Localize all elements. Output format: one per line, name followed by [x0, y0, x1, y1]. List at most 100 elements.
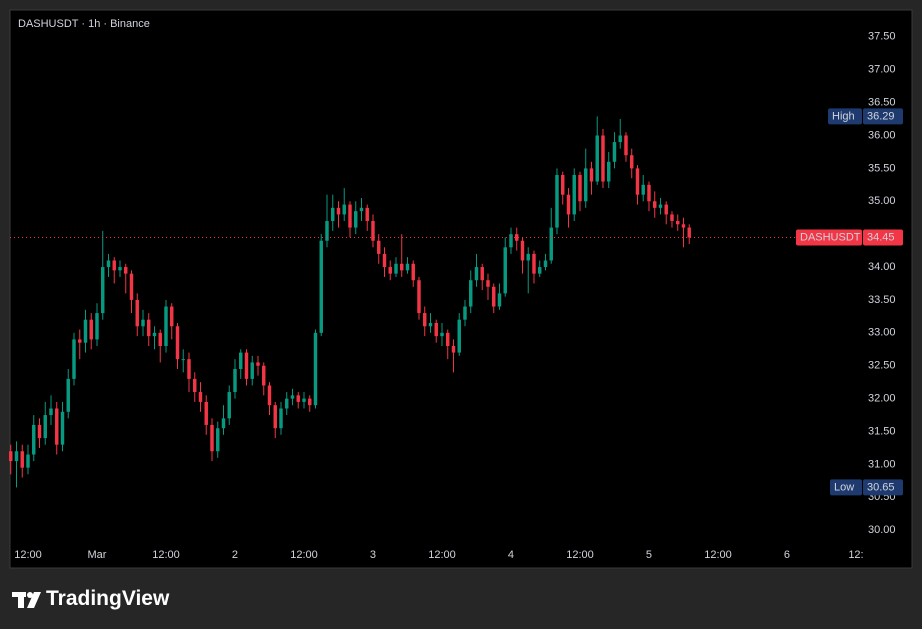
candle-body [20, 451, 24, 468]
y-tick-label: 31.00 [868, 458, 896, 470]
candle-body [641, 184, 645, 195]
candle-body [101, 267, 105, 314]
candle-body [578, 174, 582, 202]
candle-body [170, 306, 174, 327]
candle-body [359, 207, 364, 212]
brand-name: TradingView [46, 587, 170, 610]
y-tick-label: 33.50 [868, 294, 896, 306]
candle-body [198, 392, 203, 402]
candle-body [497, 293, 502, 307]
candle-body [612, 142, 617, 162]
candle-body [658, 204, 663, 208]
candle-body [95, 313, 99, 340]
candle-body [543, 260, 548, 268]
x-tick-label: 12:00 [566, 549, 594, 561]
candle-body [26, 454, 30, 468]
candle-body [601, 135, 605, 182]
x-tick-label: 12:00 [704, 549, 732, 561]
candle-body [515, 234, 519, 241]
candle-body [141, 319, 145, 327]
candle-body [262, 365, 266, 386]
candle-body [279, 408, 283, 429]
marker-value-box [863, 108, 903, 125]
y-tick-label: 34.00 [868, 261, 896, 273]
candle-body [302, 398, 306, 402]
y-tick-label: 35.50 [868, 162, 896, 174]
candle-body [480, 267, 484, 281]
candle-body [164, 306, 168, 346]
chart-area [9, 9, 913, 569]
candle-body [457, 319, 461, 353]
marker-value: 36.29 [867, 110, 895, 122]
candle-body [377, 240, 381, 254]
candle-body [227, 392, 231, 419]
y-tick-label: 36.50 [868, 97, 896, 109]
candle-body [687, 227, 691, 238]
candle-body [469, 280, 473, 307]
candle-body [319, 240, 323, 333]
y-tick-label: 37.00 [868, 64, 896, 76]
candle-body [595, 135, 599, 182]
marker-tag-label: DASHUSDT [800, 231, 861, 243]
candle-body [561, 174, 565, 195]
y-tick-label: 36.00 [868, 129, 896, 141]
candle-body [325, 221, 329, 241]
candle-body [250, 362, 254, 379]
candle-body [618, 135, 622, 143]
candle-body [32, 424, 36, 455]
candle-body [428, 322, 433, 327]
candle-body [308, 398, 312, 406]
brand-logo [12, 592, 41, 608]
candle-body [342, 204, 346, 215]
candle-body [158, 332, 162, 346]
x-tick-label: 12:00 [290, 549, 318, 561]
candle-body [296, 395, 300, 402]
candle-body [181, 359, 185, 361]
candle-body [526, 253, 530, 261]
candle-body [492, 286, 496, 307]
candle-body [175, 326, 180, 360]
candle-body [290, 395, 295, 399]
candle-body [653, 201, 657, 208]
candle-body [584, 168, 588, 202]
candle-body [474, 267, 479, 281]
candle-body [348, 204, 352, 228]
candle-body [417, 280, 421, 314]
candle-body [210, 424, 214, 452]
candle-body [423, 313, 427, 327]
candle-body [244, 352, 249, 379]
candle-body [566, 194, 571, 215]
candle-body [664, 204, 668, 215]
candle-body [670, 214, 674, 222]
candle-body [635, 168, 640, 195]
marker-tag [796, 229, 862, 246]
candle-body [503, 247, 507, 294]
y-tick-label: 35.00 [868, 195, 896, 207]
candle-body [446, 332, 450, 346]
candle-body [388, 267, 392, 274]
marker-value: 34.45 [867, 231, 895, 243]
marker-tag-label: High [832, 110, 855, 122]
candle-body [538, 267, 542, 274]
candle-body [204, 401, 208, 425]
y-tick-label: 31.50 [868, 425, 896, 437]
candle-body [451, 345, 456, 353]
marker-value: 30.65 [867, 481, 895, 493]
candle-body [267, 385, 272, 406]
candle-body [681, 224, 686, 228]
chart-title: DASHUSDT · 1h · Binance [18, 18, 150, 30]
candle-body [83, 319, 88, 343]
candle-body [624, 135, 628, 156]
candle-body [89, 319, 93, 340]
candle-body [647, 184, 651, 202]
marker-value-box [863, 229, 903, 246]
candle-body [532, 253, 536, 274]
candle-body [285, 398, 289, 409]
candle-body [187, 359, 191, 379]
candle-body [434, 322, 438, 337]
y-tick-label: 33.00 [868, 327, 896, 339]
candle-body [463, 306, 467, 320]
candle-body [313, 332, 318, 406]
candle-body [331, 207, 335, 222]
